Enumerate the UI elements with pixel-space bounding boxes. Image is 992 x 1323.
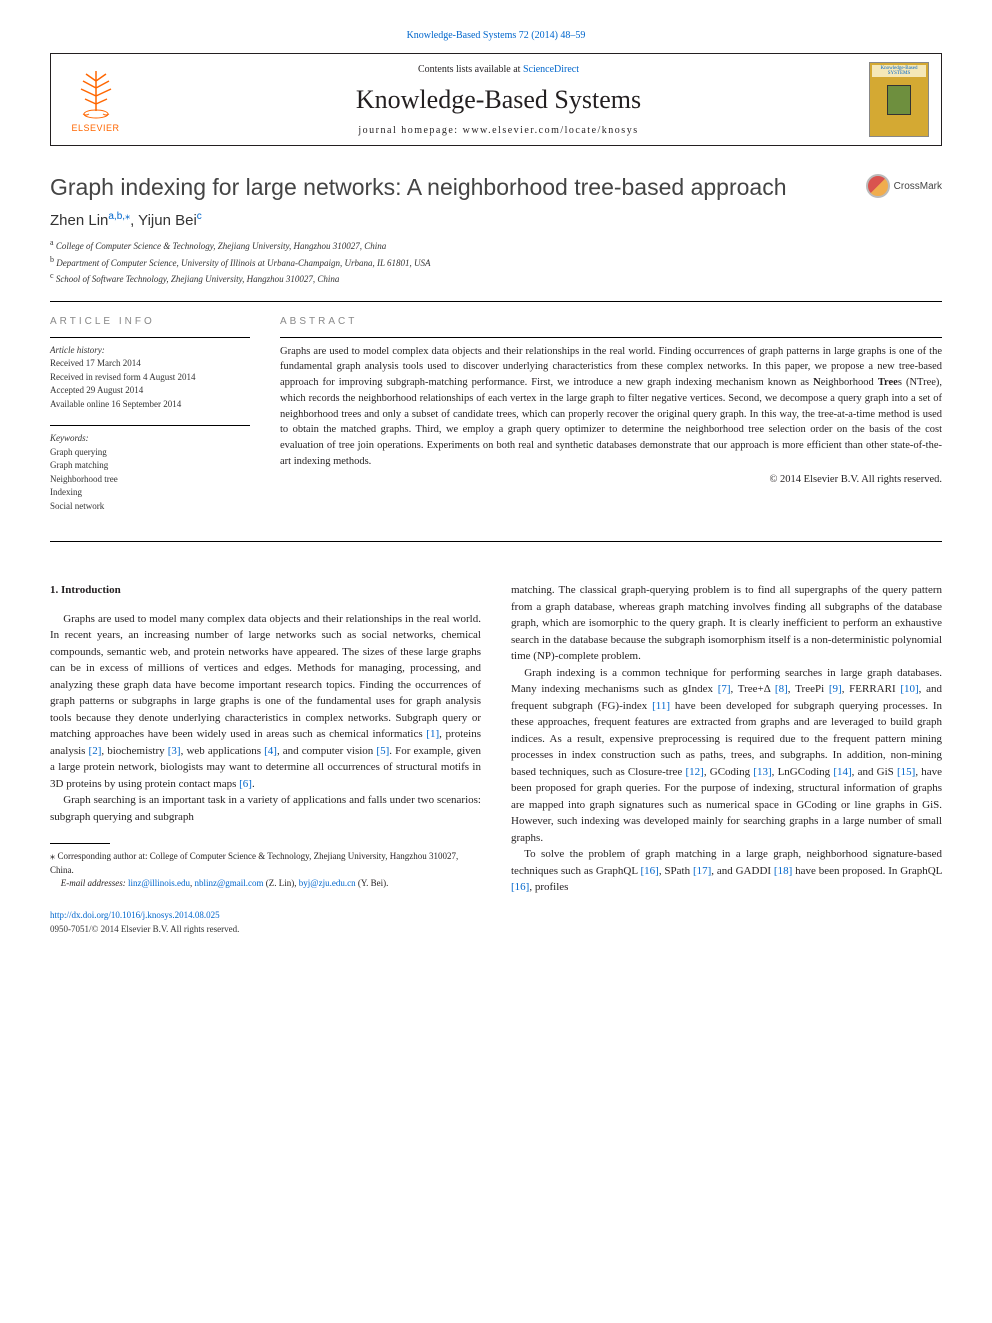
section-1-heading: 1. Introduction bbox=[50, 582, 481, 599]
email-2[interactable]: nblinz@gmail.com bbox=[195, 878, 264, 888]
divider bbox=[50, 301, 942, 302]
ref-13[interactable]: [13] bbox=[753, 766, 771, 778]
online-date: Available online 16 September 2014 bbox=[50, 398, 250, 412]
author-2: , Yijun Bei bbox=[130, 212, 197, 229]
ref-16b[interactable]: [16] bbox=[511, 881, 529, 893]
info-abstract-row: article info Article history: Received 1… bbox=[50, 316, 942, 528]
ref-18[interactable]: [18] bbox=[774, 865, 792, 877]
homepage-url[interactable]: www.elsevier.com/locate/knosys bbox=[463, 125, 639, 136]
ref-10[interactable]: [10] bbox=[900, 683, 918, 695]
keyword-3: Neighborhood tree bbox=[50, 473, 250, 487]
authors-line: Zhen Lina,b,⁎, Yijun Beic bbox=[50, 211, 942, 229]
intro-para-1: Graphs are used to model many complex da… bbox=[50, 611, 481, 793]
bottom-copyright: 0950-7051/© 2014 Elsevier B.V. All right… bbox=[50, 923, 481, 937]
abstract-divider bbox=[280, 337, 942, 338]
corresponding-footnote: ⁎ Corresponding author at: College of Co… bbox=[50, 850, 481, 877]
revised-date: Received in revised form 4 August 2014 bbox=[50, 371, 250, 385]
journal-header: ELSEVIER Contents lists available at Sci… bbox=[50, 53, 942, 146]
abstract-copyright: © 2014 Elsevier B.V. All rights reserved… bbox=[280, 474, 942, 485]
abstract-text: Graphs are used to model complex data ob… bbox=[280, 344, 942, 470]
article-history: Article history: Received 17 March 2014 … bbox=[50, 344, 250, 412]
ref-9[interactable]: [9] bbox=[829, 683, 842, 695]
body-column-left: 1. Introduction Graphs are used to model… bbox=[50, 582, 481, 936]
affiliation-c: c School of Software Technology, Zhejian… bbox=[50, 270, 942, 287]
abstract-column: abstract Graphs are used to model comple… bbox=[280, 316, 942, 528]
intro-para-2-cont: matching. The classical graph-querying p… bbox=[511, 582, 942, 665]
keyword-4: Indexing bbox=[50, 486, 250, 500]
email-footnote: E-mail addresses: linz@illinois.edu, nbl… bbox=[50, 877, 481, 890]
intro-para-4: To solve the problem of graph matching i… bbox=[511, 846, 942, 896]
footnote-star-icon: ⁎ bbox=[50, 851, 58, 862]
ref-1[interactable]: [1] bbox=[426, 728, 439, 740]
keyword-5: Social network bbox=[50, 500, 250, 514]
info-divider bbox=[50, 337, 250, 338]
ref-3[interactable]: [3] bbox=[168, 745, 181, 757]
ref-16[interactable]: [16] bbox=[641, 865, 659, 877]
info-divider-2 bbox=[50, 425, 250, 426]
email-1[interactable]: linz@illinois.edu bbox=[128, 878, 190, 888]
crossmark-badge[interactable]: CrossMark bbox=[866, 174, 942, 198]
contents-prefix: Contents lists available at bbox=[418, 64, 523, 75]
ref-4[interactable]: [4] bbox=[264, 745, 277, 757]
affiliations: a College of Computer Science & Technolo… bbox=[50, 237, 942, 287]
accepted-date: Accepted 29 August 2014 bbox=[50, 384, 250, 398]
cover-symbol-icon bbox=[887, 85, 911, 115]
body-column-right: matching. The classical graph-querying p… bbox=[511, 582, 942, 936]
article-info-column: article info Article history: Received 1… bbox=[50, 316, 250, 528]
cover-label: Knowledge-Based SYSTEMS bbox=[872, 65, 926, 77]
author-1-aff[interactable]: a,b, bbox=[108, 211, 125, 222]
journal-homepage: journal homepage: www.elsevier.com/locat… bbox=[128, 125, 869, 136]
history-label: Article history: bbox=[50, 344, 250, 358]
paper-title: Graph indexing for large networks: A nei… bbox=[50, 174, 866, 201]
email-3[interactable]: byj@zju.edu.cn bbox=[299, 878, 356, 888]
keyword-2: Graph matching bbox=[50, 459, 250, 473]
journal-cover-thumbnail[interactable]: Knowledge-Based SYSTEMS bbox=[869, 62, 929, 137]
ref-11[interactable]: [11] bbox=[652, 700, 670, 712]
elsevier-tree-icon bbox=[71, 66, 121, 121]
elsevier-logo[interactable]: ELSEVIER bbox=[63, 62, 128, 137]
abstract-heading: abstract bbox=[280, 316, 942, 327]
ref-8[interactable]: [8] bbox=[775, 683, 788, 695]
homepage-prefix: journal homepage: bbox=[358, 125, 462, 136]
doi-link[interactable]: http://dx.doi.org/10.1016/j.knosys.2014.… bbox=[50, 909, 481, 923]
body-columns: 1. Introduction Graphs are used to model… bbox=[50, 582, 942, 936]
received-date: Received 17 March 2014 bbox=[50, 357, 250, 371]
journal-name: Knowledge-Based Systems bbox=[128, 85, 869, 115]
keyword-1: Graph querying bbox=[50, 446, 250, 460]
author-2-aff[interactable]: c bbox=[197, 211, 202, 222]
header-center: Contents lists available at ScienceDirec… bbox=[128, 64, 869, 136]
author-1: Zhen Lin bbox=[50, 212, 108, 229]
top-citation[interactable]: Knowledge-Based Systems 72 (2014) 48–59 bbox=[50, 30, 942, 41]
ref-14[interactable]: [14] bbox=[833, 766, 851, 778]
ref-15[interactable]: [15] bbox=[897, 766, 915, 778]
ref-2[interactable]: [2] bbox=[89, 745, 102, 757]
keywords-block: Keywords: Graph querying Graph matching … bbox=[50, 432, 250, 513]
divider-2 bbox=[50, 541, 942, 542]
affiliation-a: a College of Computer Science & Technolo… bbox=[50, 237, 942, 254]
email-label: E-mail addresses: bbox=[61, 878, 126, 888]
ref-17[interactable]: [17] bbox=[693, 865, 711, 877]
article-info-heading: article info bbox=[50, 316, 250, 327]
title-row: Graph indexing for large networks: A nei… bbox=[50, 174, 942, 201]
ref-7[interactable]: [7] bbox=[718, 683, 731, 695]
keywords-label: Keywords: bbox=[50, 432, 250, 446]
intro-para-3: Graph indexing is a common technique for… bbox=[511, 665, 942, 847]
affiliation-b: b Department of Computer Science, Univer… bbox=[50, 254, 942, 271]
contents-lists: Contents lists available at ScienceDirec… bbox=[128, 64, 869, 75]
crossmark-label: CrossMark bbox=[894, 181, 942, 192]
elsevier-label: ELSEVIER bbox=[71, 123, 119, 133]
ref-6[interactable]: [6] bbox=[239, 778, 252, 790]
footnote-separator bbox=[50, 843, 110, 844]
ref-12[interactable]: [12] bbox=[685, 766, 703, 778]
sciencedirect-link[interactable]: ScienceDirect bbox=[523, 64, 579, 75]
intro-para-2: Graph searching is an important task in … bbox=[50, 792, 481, 825]
crossmark-icon bbox=[866, 174, 890, 198]
ref-5[interactable]: [5] bbox=[376, 745, 389, 757]
